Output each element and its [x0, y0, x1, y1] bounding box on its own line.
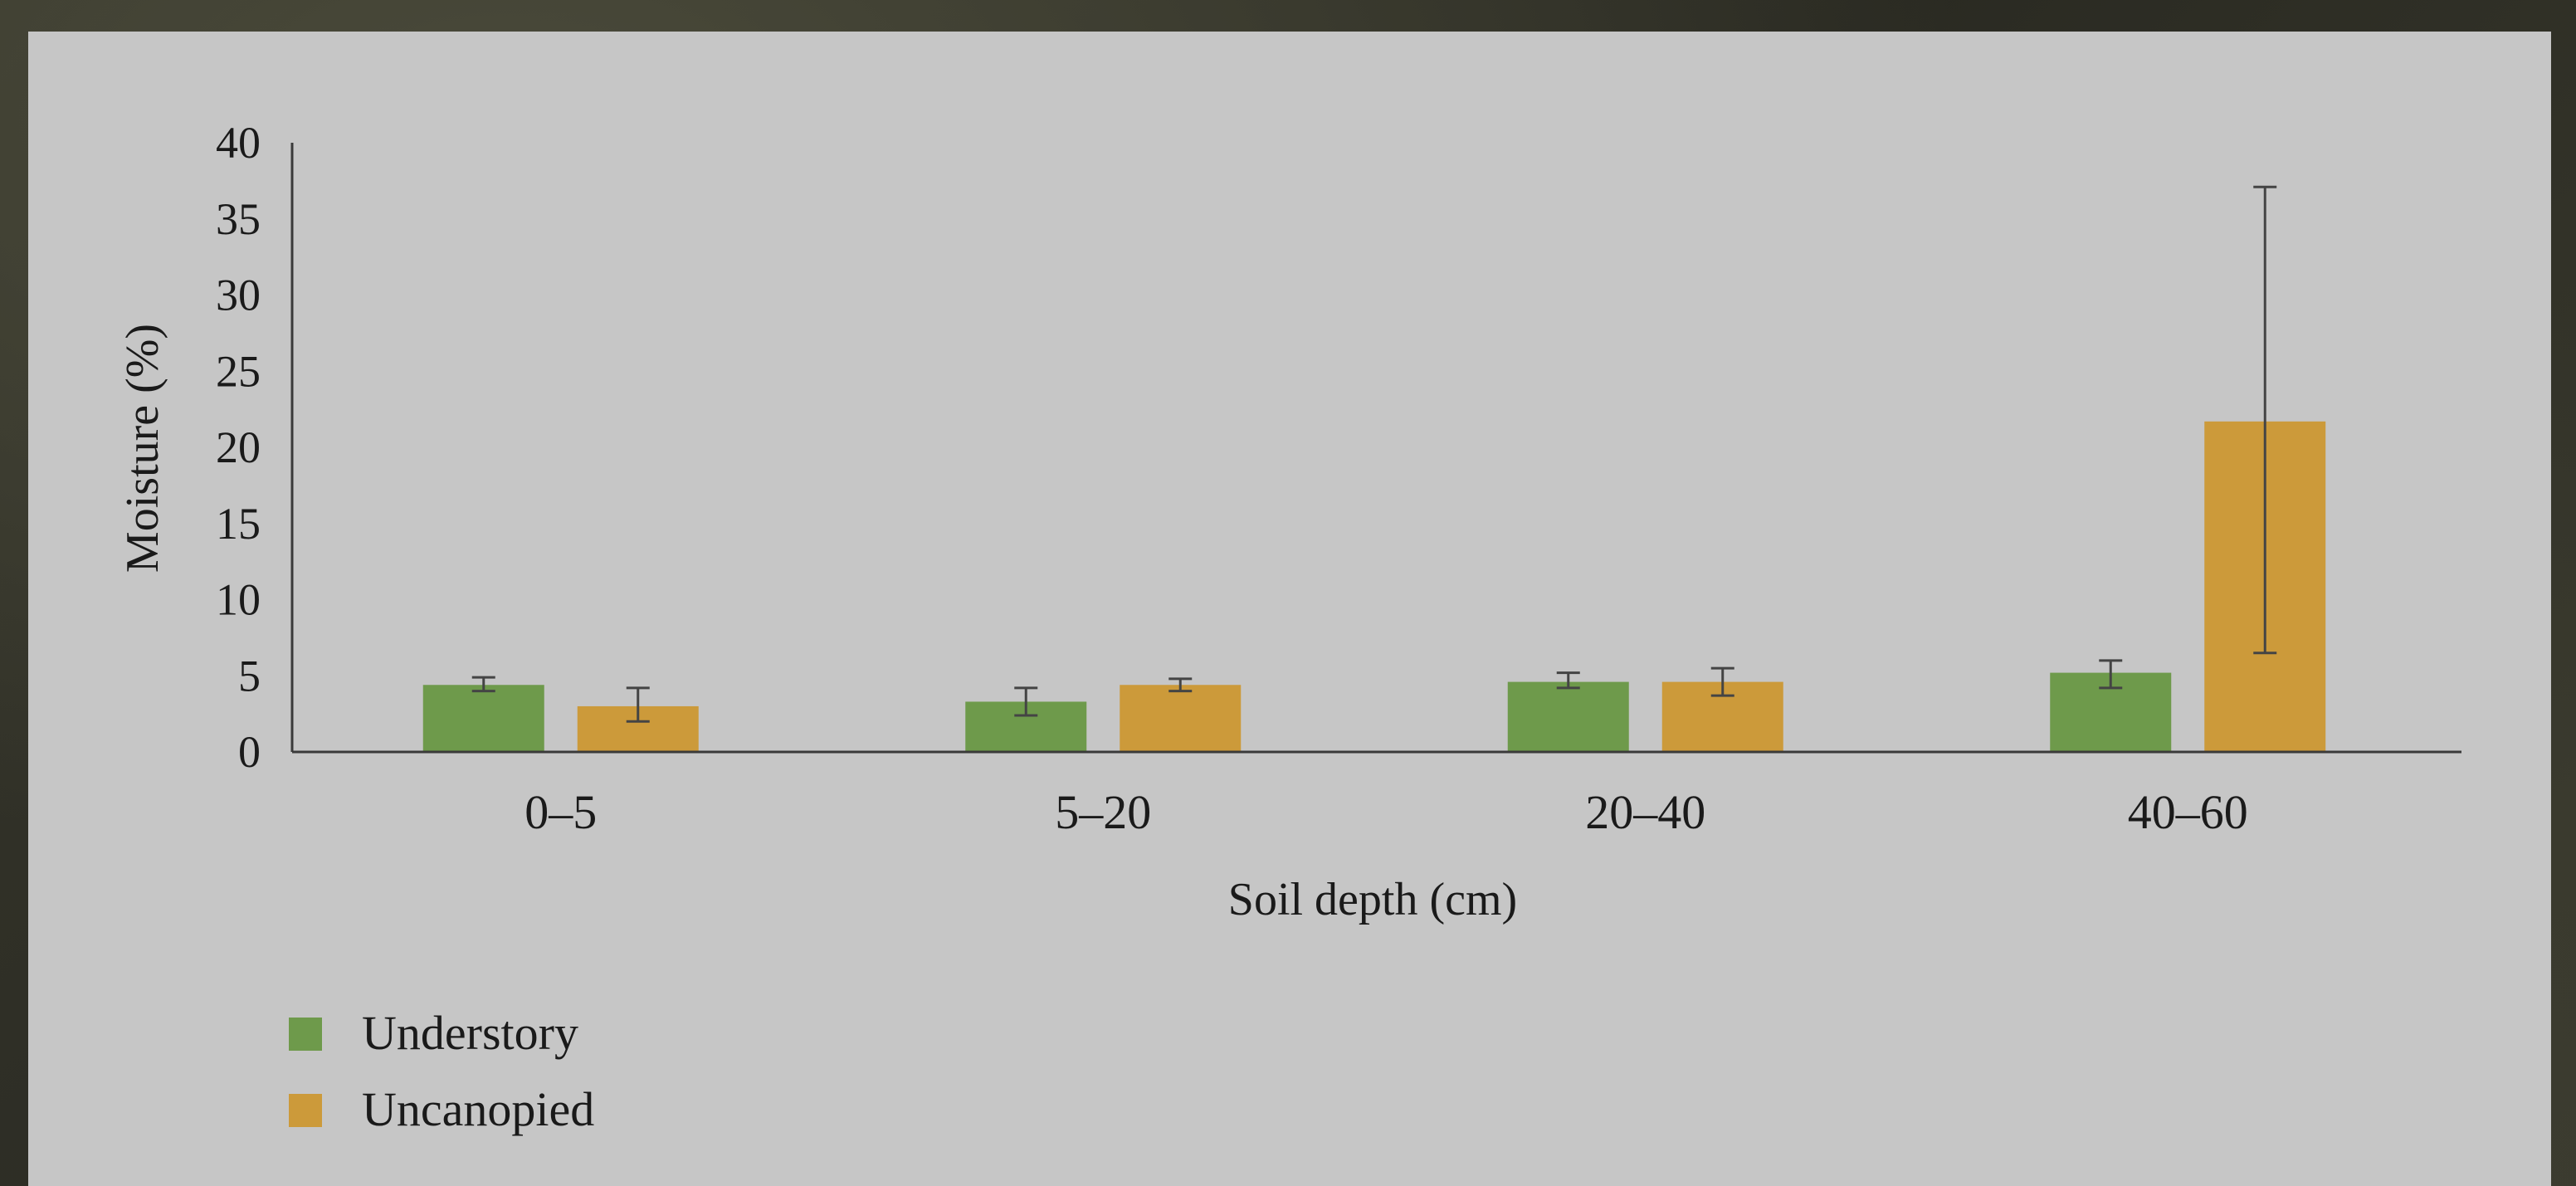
y-tick-label: 35	[216, 194, 261, 244]
error-bars	[471, 185, 2277, 723]
y-tick-label: 20	[216, 422, 261, 472]
legend: Understory Uncanopied	[289, 1006, 594, 1136]
y-tick-label: 10	[216, 575, 261, 625]
x-category-label: 20–40	[1585, 785, 1705, 839]
bars	[422, 421, 2326, 752]
y-tick-label: 15	[216, 499, 261, 549]
x-axis-title: Soil depth (cm)	[1228, 874, 1517, 925]
x-category-label: 0–5	[524, 785, 597, 839]
y-axis-title: Moisture (%)	[117, 324, 168, 573]
bar-understory-2	[1507, 681, 1629, 752]
x-category-label: 5–20	[1055, 785, 1151, 839]
x-category-label: 40–60	[2128, 785, 2248, 839]
bar-understory-0	[422, 685, 544, 752]
y-tick-label: 5	[238, 651, 261, 700]
x-axis-category-labels: 0–5 5–20 20–40 40–60	[524, 785, 2248, 839]
y-tick-label: 40	[216, 118, 261, 168]
legend-label-uncanopied: Uncanopied	[362, 1082, 594, 1136]
legend-swatch-uncanopied	[289, 1094, 322, 1127]
legend-label-understory: Understory	[362, 1006, 578, 1060]
y-tick-label: 0	[238, 727, 261, 777]
chart-panel	[28, 32, 2551, 1186]
y-axis-ticks: 0 5 10 15 20 25 30 35 40	[216, 118, 261, 777]
y-tick-label: 30	[216, 271, 261, 320]
bar-uncanopied-1	[1120, 685, 1242, 752]
legend-swatch-understory	[289, 1018, 322, 1051]
y-tick-label: 25	[216, 346, 261, 396]
